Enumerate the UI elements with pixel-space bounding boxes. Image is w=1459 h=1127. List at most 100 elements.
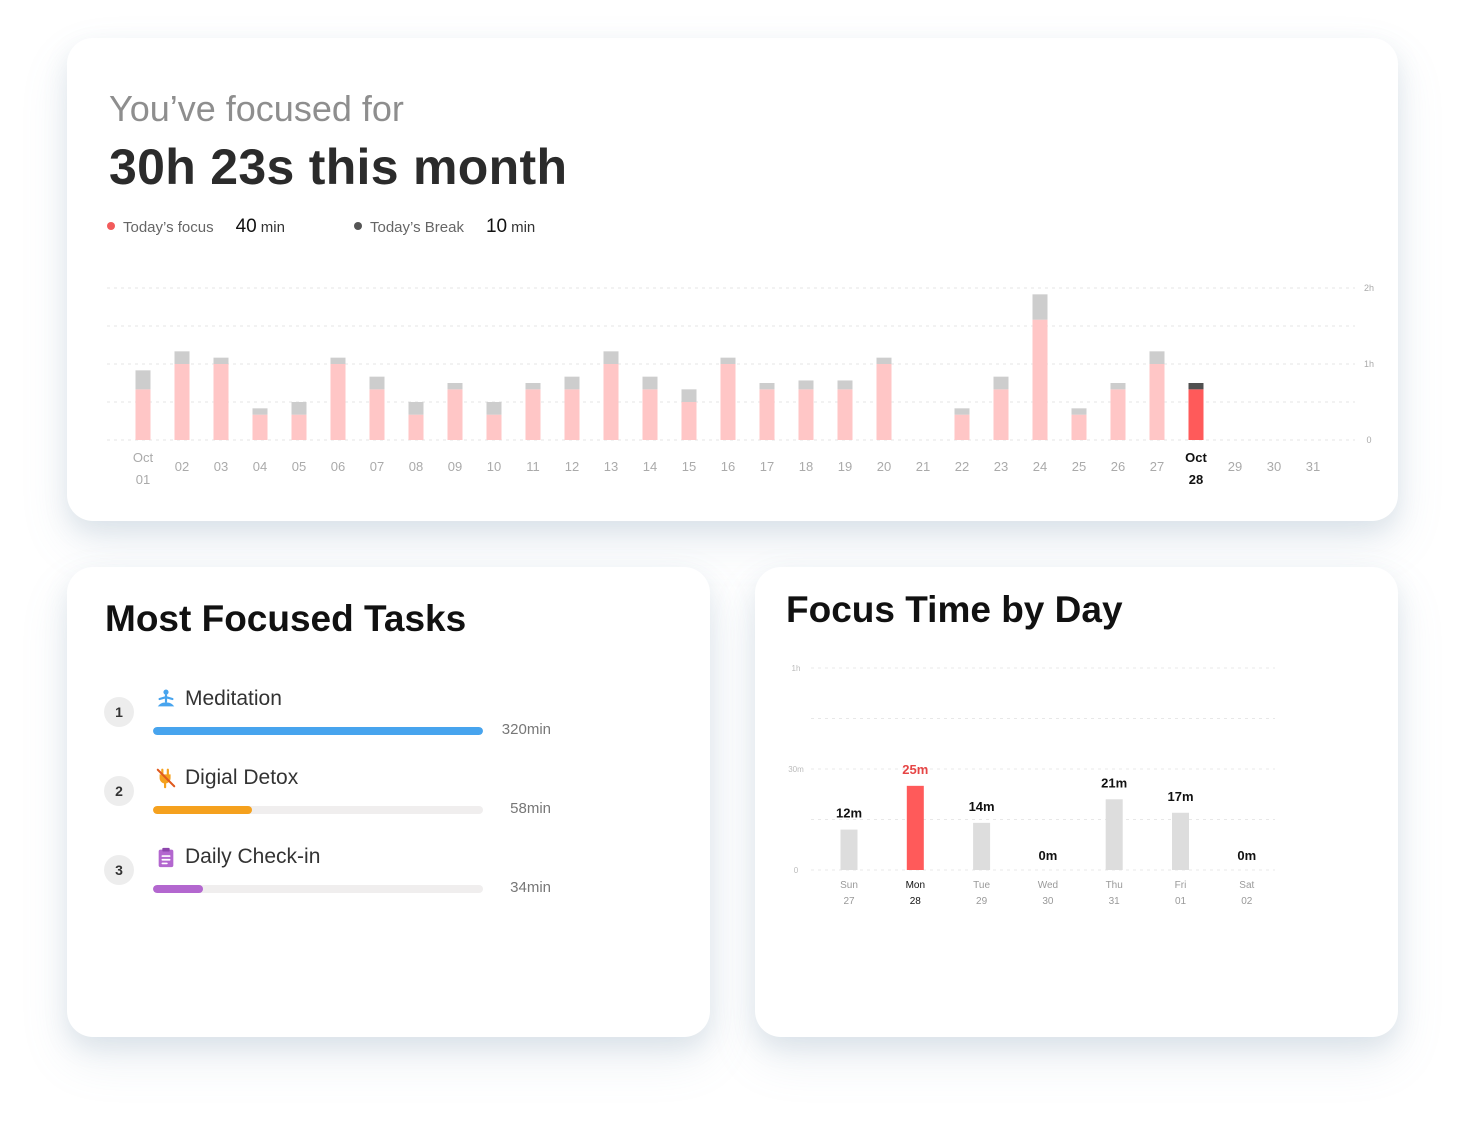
most-focused-tasks-card: Most Focused Tasks 1 Meditation 320min 2…: [67, 567, 710, 1037]
task-rank-badge: 3: [104, 855, 134, 885]
today-break-unit: min: [511, 219, 536, 236]
break-bar: [447, 383, 463, 390]
y-tick-label: 0: [794, 866, 799, 875]
x-tick-label: Oct: [1185, 450, 1207, 465]
today-break-label: Today’s Break: [370, 219, 464, 236]
day-bar: [1172, 812, 1189, 870]
day-name-label: Sat: [1239, 880, 1254, 891]
break-dot-icon: [354, 222, 362, 230]
break-bar: [876, 357, 892, 364]
focus-by-day-card: Focus Time by Day 0 30m 1h 12m Sun 27 25m Mon 28…: [755, 567, 1398, 1037]
x-tick-label: 31: [1306, 459, 1320, 474]
day-name-label: Mon: [906, 880, 925, 891]
x-tick-label: 07: [370, 459, 384, 474]
x-tick-label: 11: [526, 459, 540, 474]
day-name-label: Thu: [1106, 880, 1123, 891]
x-tick-label: 08: [409, 459, 423, 474]
task-row-meditation[interactable]: 1 Meditation 320min: [67, 685, 710, 755]
tasks-title: Most Focused Tasks: [105, 598, 467, 639]
break-bar: [1149, 351, 1165, 364]
x-tick-label: Oct: [133, 450, 154, 465]
break-bar: [252, 408, 268, 415]
task-rank-badge: 2: [104, 776, 134, 806]
focus-bar: [603, 364, 619, 440]
focus-bar: [174, 364, 190, 440]
break-bar: [798, 380, 814, 390]
break-bar: [642, 376, 658, 390]
x-tick-label: 01: [136, 472, 150, 487]
focus-bar: [291, 414, 307, 440]
break-bar: [486, 402, 502, 415]
x-tick-label: 12: [565, 459, 579, 474]
meditation-icon: [157, 689, 175, 707]
day-date-label: 27: [843, 896, 855, 907]
focus-bar: [1149, 364, 1165, 440]
day-bar: [973, 822, 991, 870]
task-name: Digial Detox: [185, 766, 299, 789]
task-name: Meditation: [185, 687, 282, 710]
focus-bar: [213, 364, 229, 440]
x-tick-label: 17: [760, 459, 774, 474]
break-bar: [954, 408, 970, 415]
task-row-digital-detox[interactable]: 2 Digial Detox 58min: [67, 764, 710, 834]
task-row-daily-check-in[interactable]: 3 Daily Check-in 34min: [67, 843, 710, 913]
day-date-label: 28: [910, 896, 922, 907]
break-bar: [681, 389, 697, 402]
x-tick-label: 10: [487, 459, 501, 474]
task-progress-bar: [153, 885, 483, 893]
task-progress-fill: [153, 885, 203, 893]
monthly-focus-card: You’ve focused for 30h 23s this month To…: [67, 38, 1398, 521]
x-tick-label: 16: [721, 459, 735, 474]
x-tick-label: 09: [448, 459, 462, 474]
focus-bar: [330, 364, 346, 440]
day-value-label: 25m: [902, 762, 928, 777]
break-bar: [603, 351, 619, 364]
break-bar: [759, 383, 775, 390]
break-bar: [1071, 408, 1087, 415]
day-value-label: 0m: [1237, 848, 1256, 863]
x-tick-label: 23: [994, 459, 1008, 474]
daily-bar-chart: 0 30m 1h 12m Sun 27 25m Mon 28 14m Tue 29 0m Wed 30 21m…: [788, 664, 1275, 907]
day-value-label: 17m: [1167, 789, 1193, 804]
focus-bar: [720, 364, 736, 440]
x-tick-label: 04: [253, 459, 267, 474]
day-bar: [1105, 799, 1123, 870]
day-name-label: Fri: [1175, 880, 1187, 891]
break-bar: [1110, 383, 1126, 390]
monthly-bar-chart: 0 1h 2h Oct 01 02 03 04 05 06 07 08 09 10 11 12 13 14 15 16…: [107, 283, 1374, 487]
y-tick-label: 0: [1366, 435, 1371, 445]
x-tick-label: 13: [604, 459, 618, 474]
x-tick-label: 22: [955, 459, 969, 474]
task-progress-bar: [153, 806, 483, 814]
focus-bar: [369, 389, 385, 440]
day-value-label: 21m: [1101, 775, 1127, 790]
legend-today-break: Today’s Break 10 min: [354, 216, 535, 240]
task-progress-bar: [153, 727, 483, 735]
focus-bar: [837, 389, 853, 440]
today-focus-unit: min: [260, 219, 285, 236]
focus-bar: [1110, 389, 1126, 440]
x-tick-label: 30: [1267, 459, 1281, 474]
focus-bar: [1188, 389, 1204, 440]
task-minutes: 34min: [510, 879, 551, 896]
break-bar: [564, 376, 580, 390]
day-value-label: 0m: [1039, 848, 1058, 863]
focus-bar: [486, 414, 502, 440]
day-name-label: Wed: [1038, 880, 1058, 891]
no-plug-icon: [156, 768, 176, 789]
x-tick-label: 05: [292, 459, 306, 474]
task-minutes: 320min: [501, 721, 551, 738]
x-tick-label: 24: [1033, 459, 1047, 474]
day-name-label: Tue: [973, 880, 990, 891]
y-tick-label: 2h: [1364, 283, 1374, 293]
x-tick-label: 21: [916, 459, 930, 474]
task-progress-fill: [153, 806, 252, 814]
x-tick-label: 15: [682, 459, 696, 474]
clipboard-icon: [158, 847, 174, 868]
day-bar: [840, 829, 858, 870]
break-bar: [1188, 383, 1204, 390]
day-date-label: 29: [976, 896, 988, 907]
focus-bar: [642, 389, 658, 440]
focus-bar: [447, 389, 463, 440]
day-date-label: 30: [1042, 896, 1054, 907]
